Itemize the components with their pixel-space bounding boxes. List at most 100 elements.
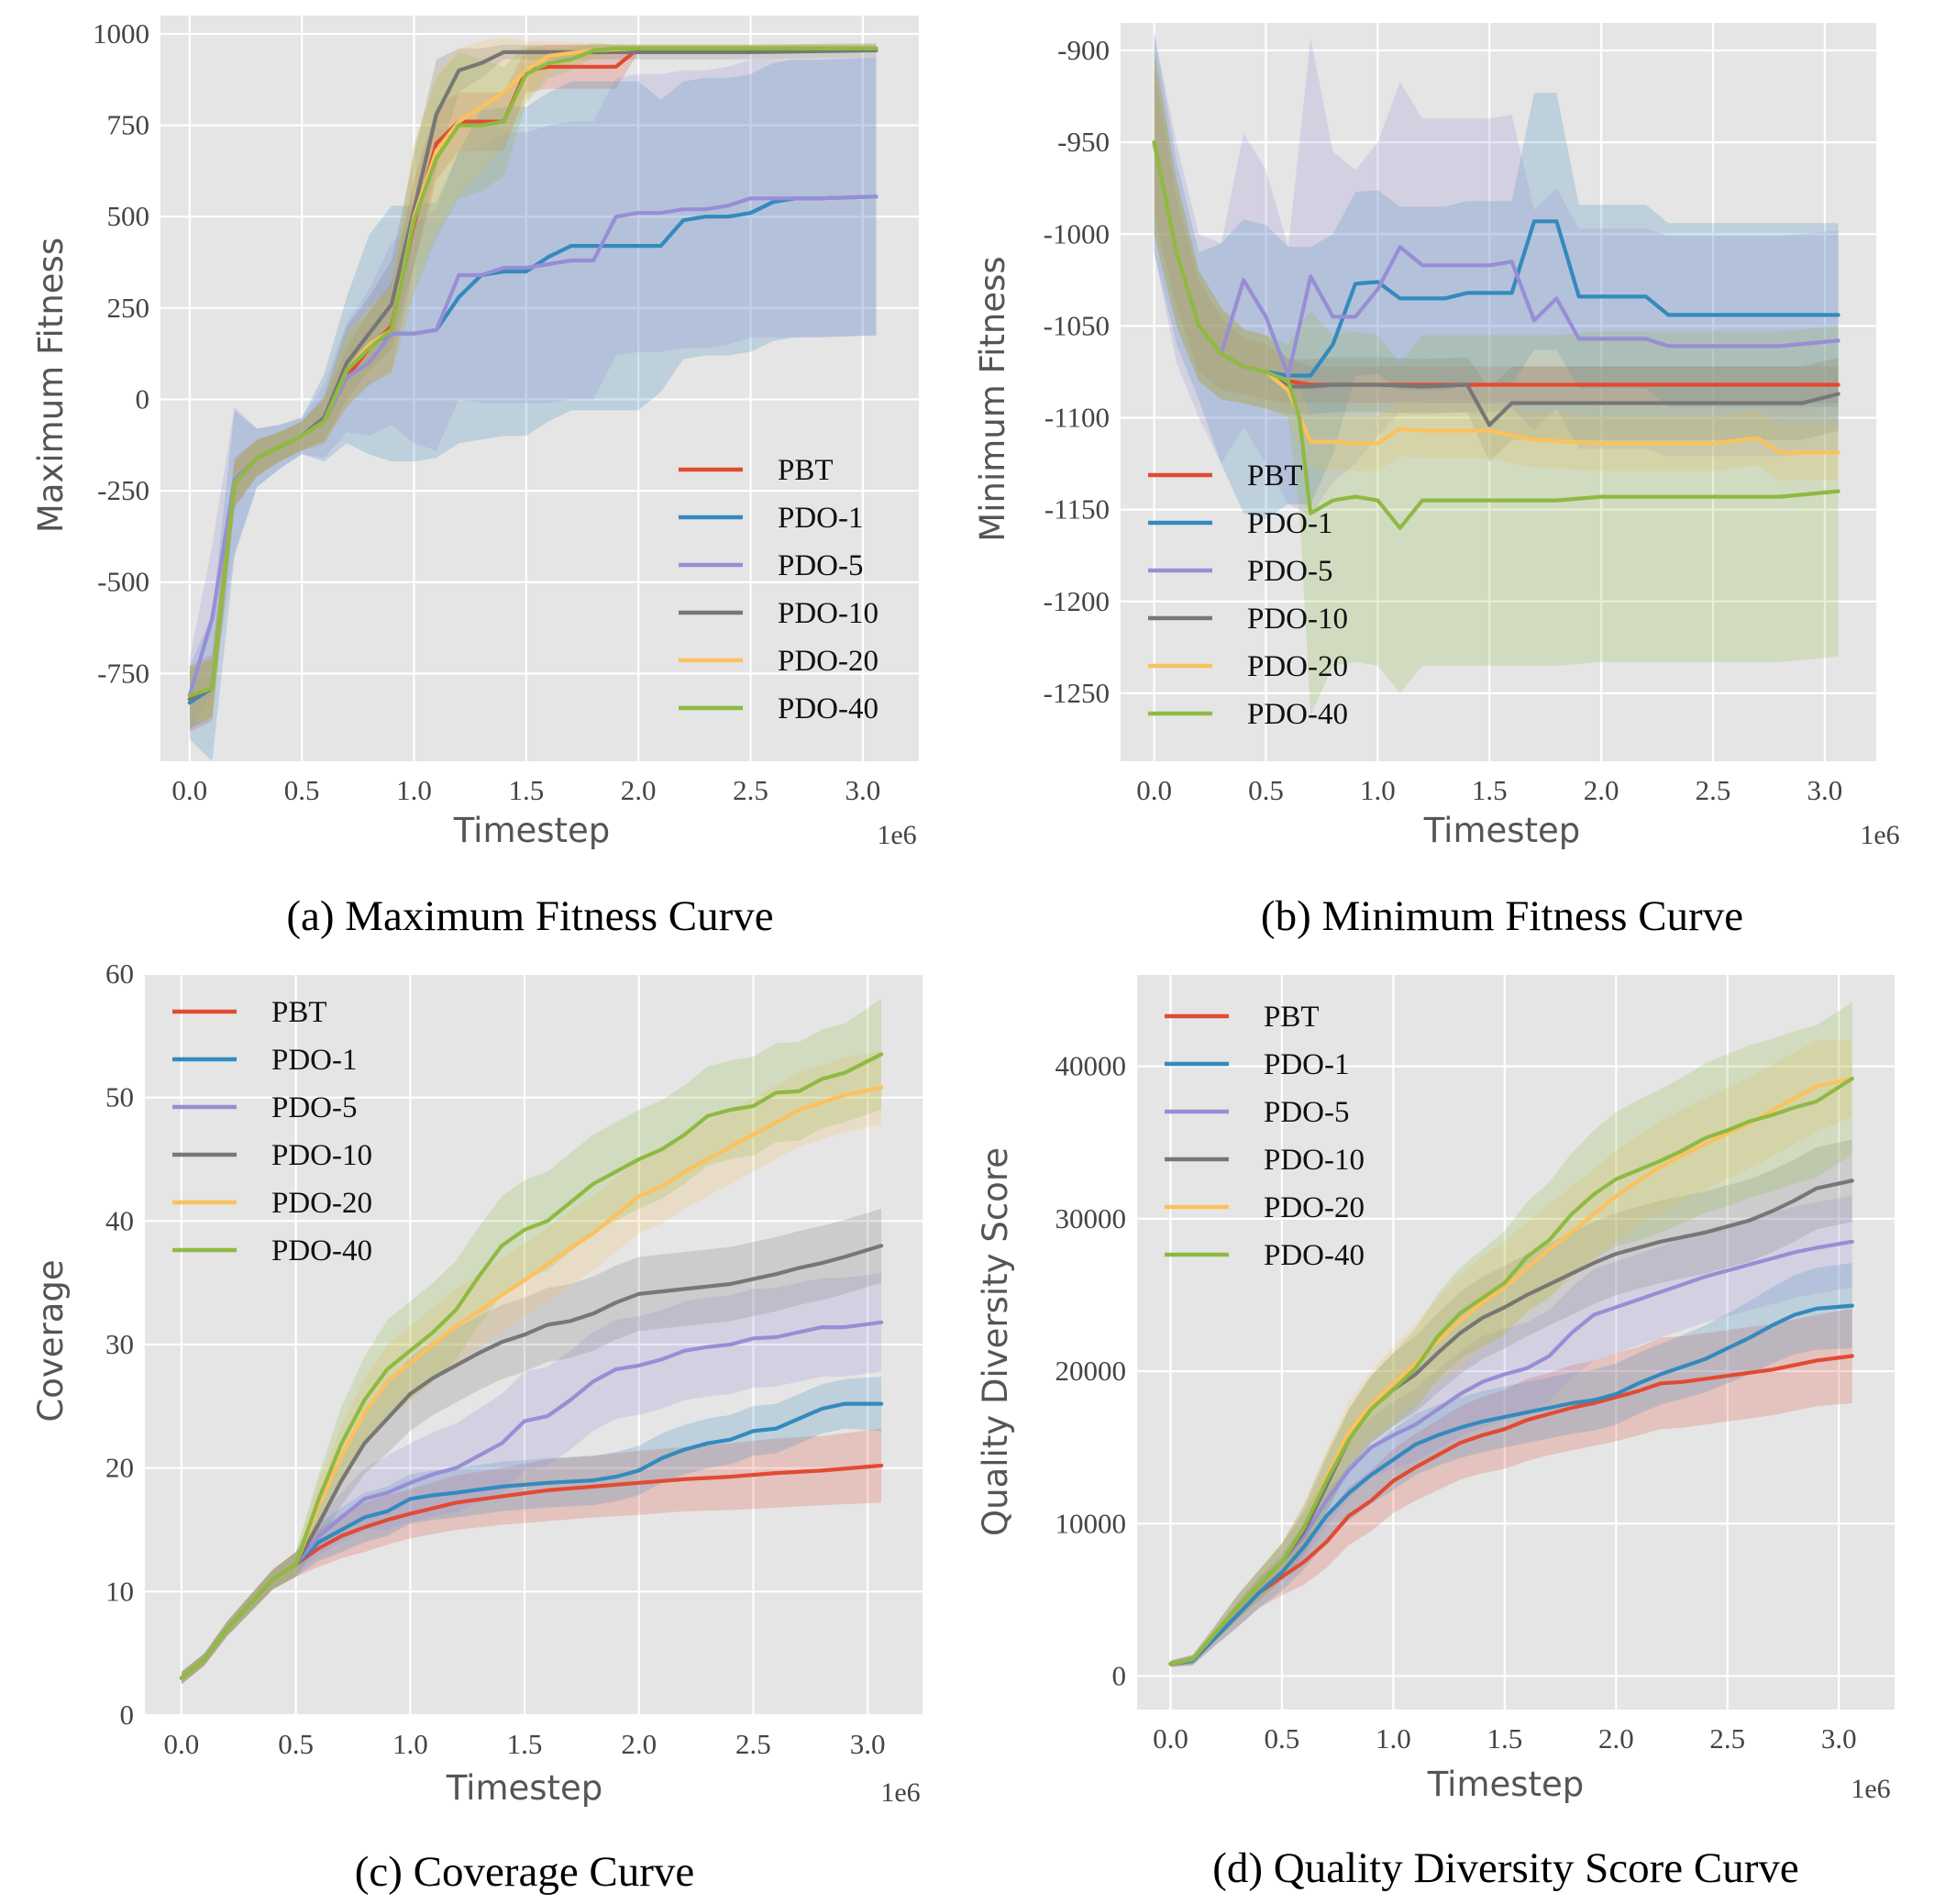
xticks-b: 0.0 0.5 1.0 1.5 2.0 2.5 3.0 [1136,774,1842,806]
legend-label-pdo-5-d: PDO-5 [1264,1096,1350,1129]
x-tick-label-d-4: 2.0 [1598,1722,1634,1755]
y-tick-label-c-5: 50 [105,1081,134,1113]
grid-d [1137,975,1895,1710]
legend-label-pdo-1-a: PDO-1 [778,502,864,535]
band-pdo-1-d [1170,1263,1852,1667]
grid-b [1121,23,1876,761]
legend-c: PBT PDO-1 PDO-5 PDO-10 PDO-20 PDO-40 [172,996,372,1267]
x-tick-label-d-3: 1.5 [1486,1722,1522,1755]
lines-d [1168,1076,1854,1666]
band-pdo-40-c [181,998,882,1685]
x-tick-label-c-2: 1.0 [392,1728,428,1760]
y-tick-label-b-3: -1050 [1044,309,1110,341]
x-tick-label-c-5: 2.5 [735,1728,771,1760]
band-pdo-5-c [181,1272,882,1685]
xticks-a: 0.0 0.5 1.0 1.5 2.0 2.5 3.0 [171,774,880,806]
x-axis-label-c: Timestep [446,1768,603,1808]
y-tick-label-a-5: -250 [97,474,149,506]
legend-label-pdo-5-a: PDO-5 [778,549,864,582]
y-tick-label-b-7: -1250 [1044,677,1110,709]
y-tick-label-c-6: 60 [105,958,134,990]
x-tick-label-d-5: 2.5 [1709,1722,1745,1755]
legend-label-pdo-40-d: PDO-40 [1264,1239,1365,1272]
y-tick-label-a-7: -750 [97,657,149,689]
legend-label-pdo-20-d: PDO-20 [1264,1191,1365,1224]
x-axis-label-a: Timestep [453,811,611,850]
line-pdo-40-c [179,1052,884,1680]
band-pdo-1-b [1154,32,1839,519]
legend-d: PBT PDO-1 PDO-5 PDO-10 PDO-20 PDO-40 [1165,1001,1365,1272]
band-pdo-10-d [1170,1139,1852,1667]
x-tick-label-a-0: 0.0 [171,774,207,806]
band-pdo-5-b [1154,32,1839,515]
x-offset-label-a: 1e6 [877,820,916,850]
band-pdo-1-a [189,57,877,761]
bands-a [189,37,877,761]
panel-max-fitness: 1000 750 500 250 0 -250 -500 -750 0.0 0.5 1.0 1.5 2… [31,16,919,940]
legend-label-pdo-10-c: PDO-10 [271,1139,372,1172]
yticks-b: -900 -950 -1000 -1050 -1100 -1150 -1200 -1250 [1044,34,1110,709]
line-pdo-5-b [1152,140,1840,378]
x-tick-label-a-3: 1.5 [508,774,544,806]
y-axis-label-d: Quality Diversity Score [976,1147,1015,1536]
line-pdo-40-b [1152,140,1840,530]
line-pdo-40-d [1168,1076,1854,1666]
y-tick-label-a-3: 250 [107,292,150,324]
caption-d: (d) Quality Diversity Score Curve [1212,1844,1799,1892]
y-axis-label-a: Maximum Fitness [31,238,71,533]
y-tick-label-d-0: 0 [1112,1659,1127,1691]
x-axis-label-b: Timestep [1423,811,1581,850]
y-tick-label-a-4: 0 [136,382,150,415]
band-pdo-40-d [1170,1002,1852,1667]
legend-label-pdo-10-b: PDO-10 [1247,603,1348,636]
y-tick-label-c-3: 30 [105,1328,134,1360]
yticks-a: 1000 750 500 250 0 -250 -500 -750 [93,17,149,689]
line-pdo-40-a [187,46,879,698]
caption-c: (c) Coverage Curve [355,1848,695,1896]
grid-c [145,972,923,1717]
y-axis-label-c: Coverage [31,1259,71,1422]
legend-label-pbt-a: PBT [778,454,834,487]
legend-label-pdo-5-c: PDO-5 [271,1091,358,1124]
plot-area-b [1121,23,1876,761]
x-tick-label-a-2: 1.0 [396,774,432,806]
x-tick-label-d-0: 0.0 [1153,1722,1188,1755]
legend-a: PBT PDO-1 PDO-5 PDO-10 PDO-20 PDO-40 [679,454,879,725]
x-tick-label-b-3: 1.5 [1472,774,1508,806]
legend-label-pdo-10-a: PDO-10 [778,597,879,630]
panel-min-fitness: -900 -950 -1000 -1050 -1100 -1150 -1200 -1250 0… [973,23,1900,940]
y-tick-label-b-4: -1100 [1044,402,1110,434]
band-pdo-20-b [1154,50,1839,481]
x-offset-label-b: 1e6 [1860,820,1899,850]
y-tick-label-d-3: 30000 [1055,1202,1127,1234]
legend-label-pdo-1-b: PDO-1 [1247,507,1333,540]
y-tick-label-b-1: -950 [1057,126,1110,158]
x-tick-label-b-6: 3.0 [1807,774,1843,806]
lines-c [179,1052,884,1680]
y-tick-label-c-1: 10 [105,1575,134,1607]
x-tick-label-b-5: 2.5 [1696,774,1731,806]
band-pdo-10-b [1154,50,1839,462]
y-axis-label-b: Minimum Fitness [973,256,1012,541]
y-tick-label-a-1: 750 [107,109,150,141]
y-tick-label-b-2: -1000 [1044,217,1110,249]
y-tick-label-a-0: 1000 [93,17,149,50]
legend-label-pdo-20-b: PDO-20 [1247,650,1348,683]
legend-label-pdo-10-d: PDO-10 [1264,1144,1365,1177]
legend-label-pbt-c: PBT [271,996,327,1029]
x-tick-label-d-2: 1.0 [1376,1722,1411,1755]
legend-label-pdo-1-c: PDO-1 [271,1044,358,1077]
yticks-d: 0 10000 20000 30000 40000 [1055,1050,1127,1692]
legend-label-pdo-20-a: PDO-20 [778,645,879,678]
bands-d [1170,1002,1852,1667]
y-tick-label-c-0: 0 [120,1699,135,1731]
y-tick-label-d-4: 40000 [1055,1050,1127,1082]
caption-a: (a) Maximum Fitness Curve [286,892,773,940]
x-tick-label-a-6: 3.0 [845,774,880,806]
x-offset-label-d: 1e6 [1851,1774,1890,1804]
legend-label-pbt-b: PBT [1247,459,1303,493]
xticks-d: 0.0 0.5 1.0 1.5 2.0 2.5 3.0 [1153,1722,1857,1755]
y-tick-label-c-4: 40 [105,1204,134,1236]
